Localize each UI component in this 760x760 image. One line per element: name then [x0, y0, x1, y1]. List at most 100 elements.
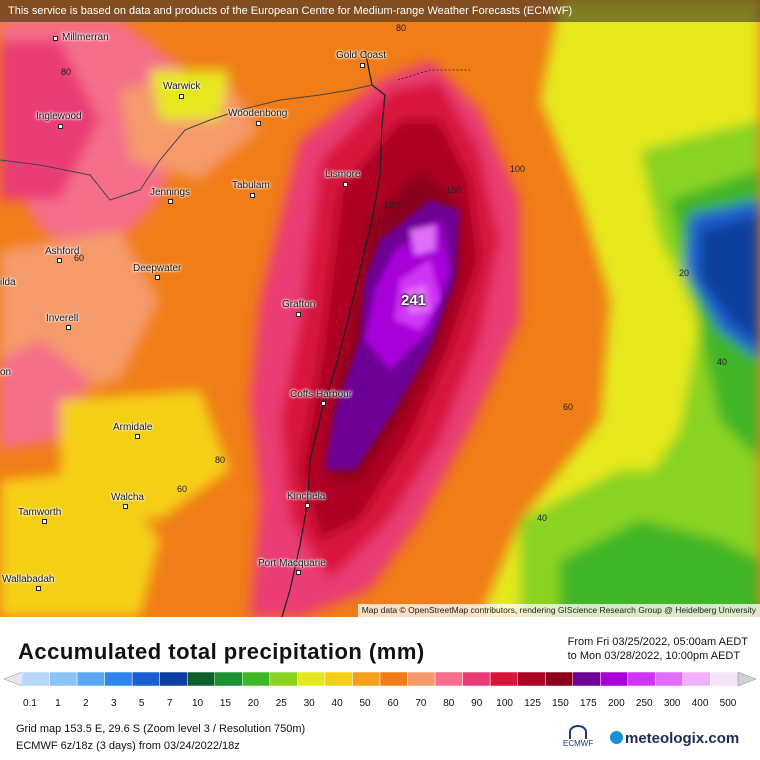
- city-name: Tamworth: [18, 507, 62, 518]
- scale-color-cell: [269, 671, 298, 687]
- city-name: Coffs Harbour: [290, 389, 353, 400]
- city-marker-icon: [256, 121, 261, 126]
- city-marker-icon: [66, 325, 71, 330]
- city-label: Inverell: [46, 313, 79, 330]
- city-marker-icon: [42, 519, 47, 524]
- city-name: Woodenbong: [228, 108, 288, 119]
- city-marker-icon: [296, 312, 301, 317]
- ecmwf-logo-text: ECMWF: [563, 739, 594, 748]
- scale-color-cell: [407, 671, 436, 687]
- ecmwf-logo[interactable]: ECMWF: [563, 725, 593, 748]
- scale-color-cell: [352, 671, 381, 687]
- scale-arrow-left: [3, 671, 23, 687]
- scale-color-cell: [655, 671, 684, 687]
- city-name: Jennings: [150, 187, 191, 198]
- city-label: Ashford: [45, 246, 80, 263]
- city-marker-icon: [179, 94, 184, 99]
- city-name: Inverell: [46, 313, 79, 324]
- scale-color-cell: [76, 671, 105, 687]
- city-label: Millmerran: [53, 32, 109, 43]
- scale-tick-label: 80: [443, 698, 455, 709]
- scale-tick-label: 70: [415, 698, 427, 709]
- scale-color-cell: [324, 671, 353, 687]
- city-label: Inglewood: [36, 111, 82, 129]
- scale-arrow-right: [737, 671, 757, 687]
- city-label: Armidale: [113, 422, 152, 439]
- scale-color-cell: [489, 671, 518, 687]
- city-marker-icon: [321, 401, 326, 406]
- scale-tick-label: 20: [247, 698, 259, 709]
- precipitation-map[interactable]: This service is based on data and produc…: [0, 0, 760, 617]
- scale-tick-label: 400: [691, 698, 709, 709]
- city-label: Walcha: [111, 492, 144, 509]
- scale-tick-label: 25: [275, 698, 287, 709]
- precipitation-field: [0, 0, 760, 617]
- scale-color-cell: [131, 671, 160, 687]
- map-attribution[interactable]: Map data © OpenStreetMap contributors, r…: [357, 604, 760, 617]
- city-name: ilda: [0, 277, 16, 288]
- contour-label: 20: [679, 268, 690, 278]
- ecmwf-logo-icon: [569, 725, 587, 739]
- city-name: Grafton: [282, 299, 316, 310]
- city-label: Lismore: [325, 169, 361, 187]
- city-name: Gold Coast: [336, 50, 387, 61]
- city-marker-icon: [296, 570, 301, 575]
- contour-label: 60: [74, 253, 85, 263]
- scale-tick-label: 50: [359, 698, 371, 709]
- grid-info: Grid map 153.5 E, 29.6 S (Zoom level 3 /…: [16, 723, 306, 735]
- period-from: From Fri 03/25/2022, 05:00am AEDT: [567, 636, 748, 648]
- city-marker-icon: [53, 36, 58, 41]
- city-label: Coffs Harbour: [290, 389, 353, 406]
- scale-color-cell: [434, 671, 463, 687]
- city-name: Walcha: [111, 492, 144, 503]
- scale-color-cell: [379, 671, 408, 687]
- city-name: Port Macquarie: [258, 558, 326, 569]
- city-marker-icon: [250, 193, 255, 198]
- city-label: Gold Coast: [336, 50, 387, 68]
- city-name: Ashford: [45, 246, 80, 257]
- scale-color-cell: [710, 671, 739, 687]
- city-name: Lismore: [325, 169, 361, 180]
- city-label: Wallabadah: [2, 574, 54, 591]
- scale-tick-label: 15: [219, 698, 231, 709]
- meteologix-logo[interactable]: meteologix.com: [610, 730, 739, 747]
- scale-color-cell: [544, 671, 574, 687]
- scale-tick-label: 5: [138, 698, 145, 709]
- scale-color-cell: [242, 671, 271, 687]
- contour-label: 80: [61, 67, 72, 77]
- city-label: Grafton: [282, 299, 316, 317]
- city-name: Deepwater: [133, 263, 182, 274]
- scale-tick-label: 40: [331, 698, 343, 709]
- scale-color-cell: [627, 671, 656, 687]
- contour-label: 100: [510, 164, 526, 174]
- city-marker-icon: [305, 503, 310, 508]
- contour-label: 60: [563, 402, 574, 412]
- scale-color-cell: [214, 671, 243, 687]
- scale-tick-label: 7: [166, 698, 173, 709]
- contour-label: 60: [177, 484, 188, 494]
- scale-color-cell: [49, 671, 78, 687]
- forecast-period: From Fri 03/25/2022, 05:00am AEDT to Mon…: [568, 635, 748, 663]
- scale-color-cell: [104, 671, 133, 687]
- contour-label: 150: [384, 200, 400, 210]
- scale-color-cell: [159, 671, 188, 687]
- scale-tick-label: 3: [110, 698, 117, 709]
- city-marker-icon: [155, 275, 160, 280]
- city-label: Tabulam: [232, 180, 270, 198]
- scale-color-cell: [462, 671, 491, 687]
- contour-label: 80: [215, 455, 226, 465]
- contour-label: 80: [396, 23, 407, 33]
- scale-tick-label: 500: [719, 698, 737, 709]
- contour-label: 150: [446, 185, 462, 195]
- color-scale: [3, 671, 757, 688]
- scale-color-cell: [600, 671, 629, 687]
- scale-tick-label: 30: [303, 698, 315, 709]
- city-label: on: [0, 367, 11, 378]
- model-info: ECMWF 6z/18z (3 days) from 03/24/2022/18…: [16, 740, 240, 752]
- city-label: Tamworth: [18, 507, 62, 524]
- city-name: Kinchela: [287, 491, 326, 502]
- city-name: Millmerran: [62, 32, 109, 43]
- city-label: Woodenbong: [228, 108, 288, 126]
- ecmwf-notice-banner: This service is based on data and produc…: [0, 0, 760, 22]
- color-scale-bar: [3, 671, 757, 687]
